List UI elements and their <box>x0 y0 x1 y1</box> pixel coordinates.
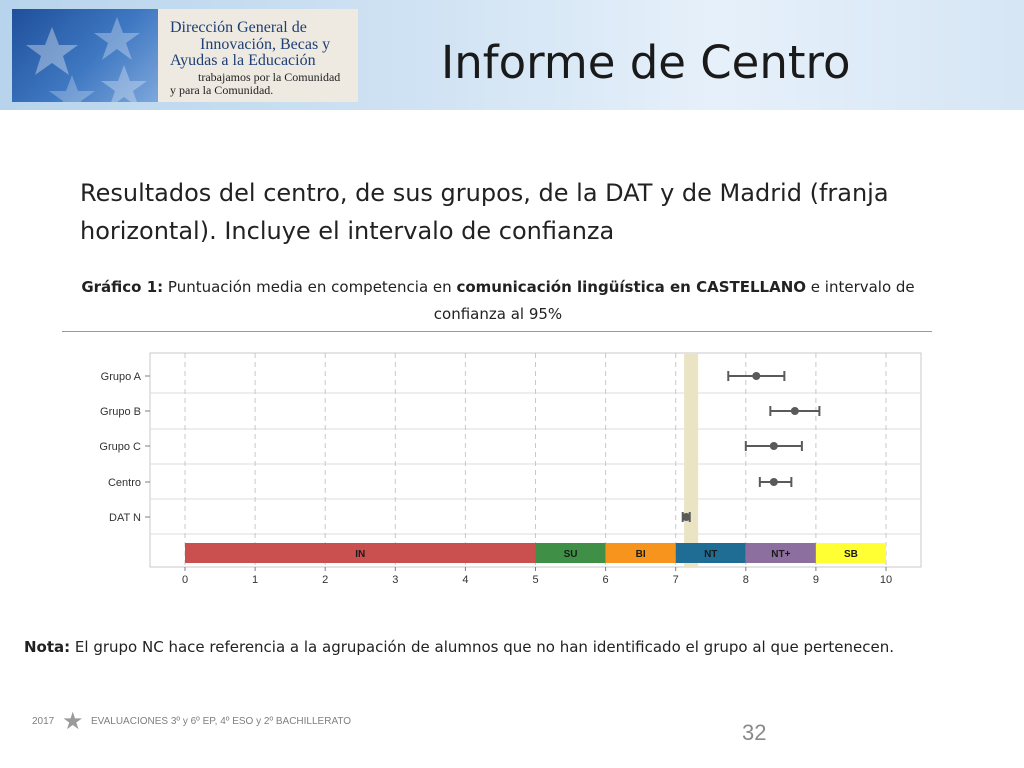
logo-line-2: Innovación, Becas y <box>200 36 331 53</box>
data-point <box>790 407 799 415</box>
logo-line-3: Ayudas a la Educación <box>170 52 316 69</box>
level-label: NT+ <box>771 549 790 560</box>
data-point <box>682 513 691 521</box>
chart-title-label: Gráfico 1: <box>81 278 164 296</box>
plot-frame <box>149 352 922 568</box>
level-segment <box>815 543 886 563</box>
chart-title: Gráfico 1: Puntuación media en competenc… <box>78 274 918 328</box>
slide-subtitle: Resultados del centro, de sus grupos, de… <box>80 179 889 245</box>
level-segment <box>675 543 746 563</box>
chart-note: Nota: El grupo NC hace referencia a la a… <box>24 638 1004 656</box>
x-tick-label: 0 <box>182 574 188 586</box>
slide-header: Dirección General de Innovación, Becas y… <box>0 0 1024 110</box>
chart-title-subject: comunicación lingüística en CASTELLANO <box>456 278 807 296</box>
logo-line-1: Dirección General de <box>170 19 307 36</box>
logo-line-4: trabajamos por la Comunidad <box>198 70 341 84</box>
note-label: Nota: <box>24 638 71 656</box>
level-label: BI <box>636 549 646 560</box>
y-tick-label: Centro <box>108 477 141 489</box>
x-tick-label: 7 <box>673 574 679 586</box>
slide-title: Informe de Centro <box>441 36 851 89</box>
level-segment <box>185 543 536 563</box>
x-tick-label: 4 <box>462 574 468 586</box>
x-tick-label: 9 <box>813 574 819 586</box>
chart-title-text-1: Puntuación media en competencia en <box>163 278 457 296</box>
level-label: SU <box>564 549 578 560</box>
level-label: IN <box>355 549 365 560</box>
logo-line-5: y para la Comunidad. <box>170 83 274 97</box>
page-number: 32 <box>742 720 767 745</box>
y-tick-label: DAT N <box>109 512 141 524</box>
data-point <box>752 372 761 380</box>
data-point <box>769 442 778 450</box>
chart-title-rule <box>62 331 932 332</box>
x-tick-label: 1 <box>252 574 258 586</box>
chart-title-text-2: e intervalo de confianza al 95% <box>433 278 915 323</box>
y-tick-label: Grupo A <box>101 371 142 383</box>
footer-star-icon: ★ <box>62 708 84 735</box>
institution-logo: Dirección General de Innovación, Becas y… <box>158 9 358 102</box>
x-tick-label: 6 <box>603 574 609 586</box>
chart-svg: IN SU BI NT NT+ SB 0 1 2 3 4 5 6 7 8 9 10 Grupo A Grupo B G… <box>99 352 922 586</box>
x-tick-label: 2 <box>322 574 328 586</box>
level-segment <box>745 543 816 563</box>
y-tick-label: Grupo B <box>100 406 141 418</box>
level-segment <box>535 543 606 563</box>
x-tick-label: 5 <box>532 574 538 586</box>
madrid-band <box>684 353 699 567</box>
stars-logo <box>12 9 158 102</box>
data-point <box>769 478 778 486</box>
x-tick-label: 8 <box>743 574 749 586</box>
footer-year: 2017 <box>32 716 55 727</box>
star-icon <box>26 17 147 102</box>
footer-text: EVALUACIONES 3º y 6º EP, 4º ESO y 2º BAC… <box>91 716 352 727</box>
x-tick-label: 10 <box>880 574 892 586</box>
level-label: NT <box>704 549 717 560</box>
level-label: SB <box>844 549 858 560</box>
y-tick-label: Grupo C <box>99 441 141 453</box>
level-segment <box>605 543 676 563</box>
x-tick-label: 3 <box>392 574 398 586</box>
note-text: El grupo NC hace referencia a la agrupac… <box>70 638 895 656</box>
